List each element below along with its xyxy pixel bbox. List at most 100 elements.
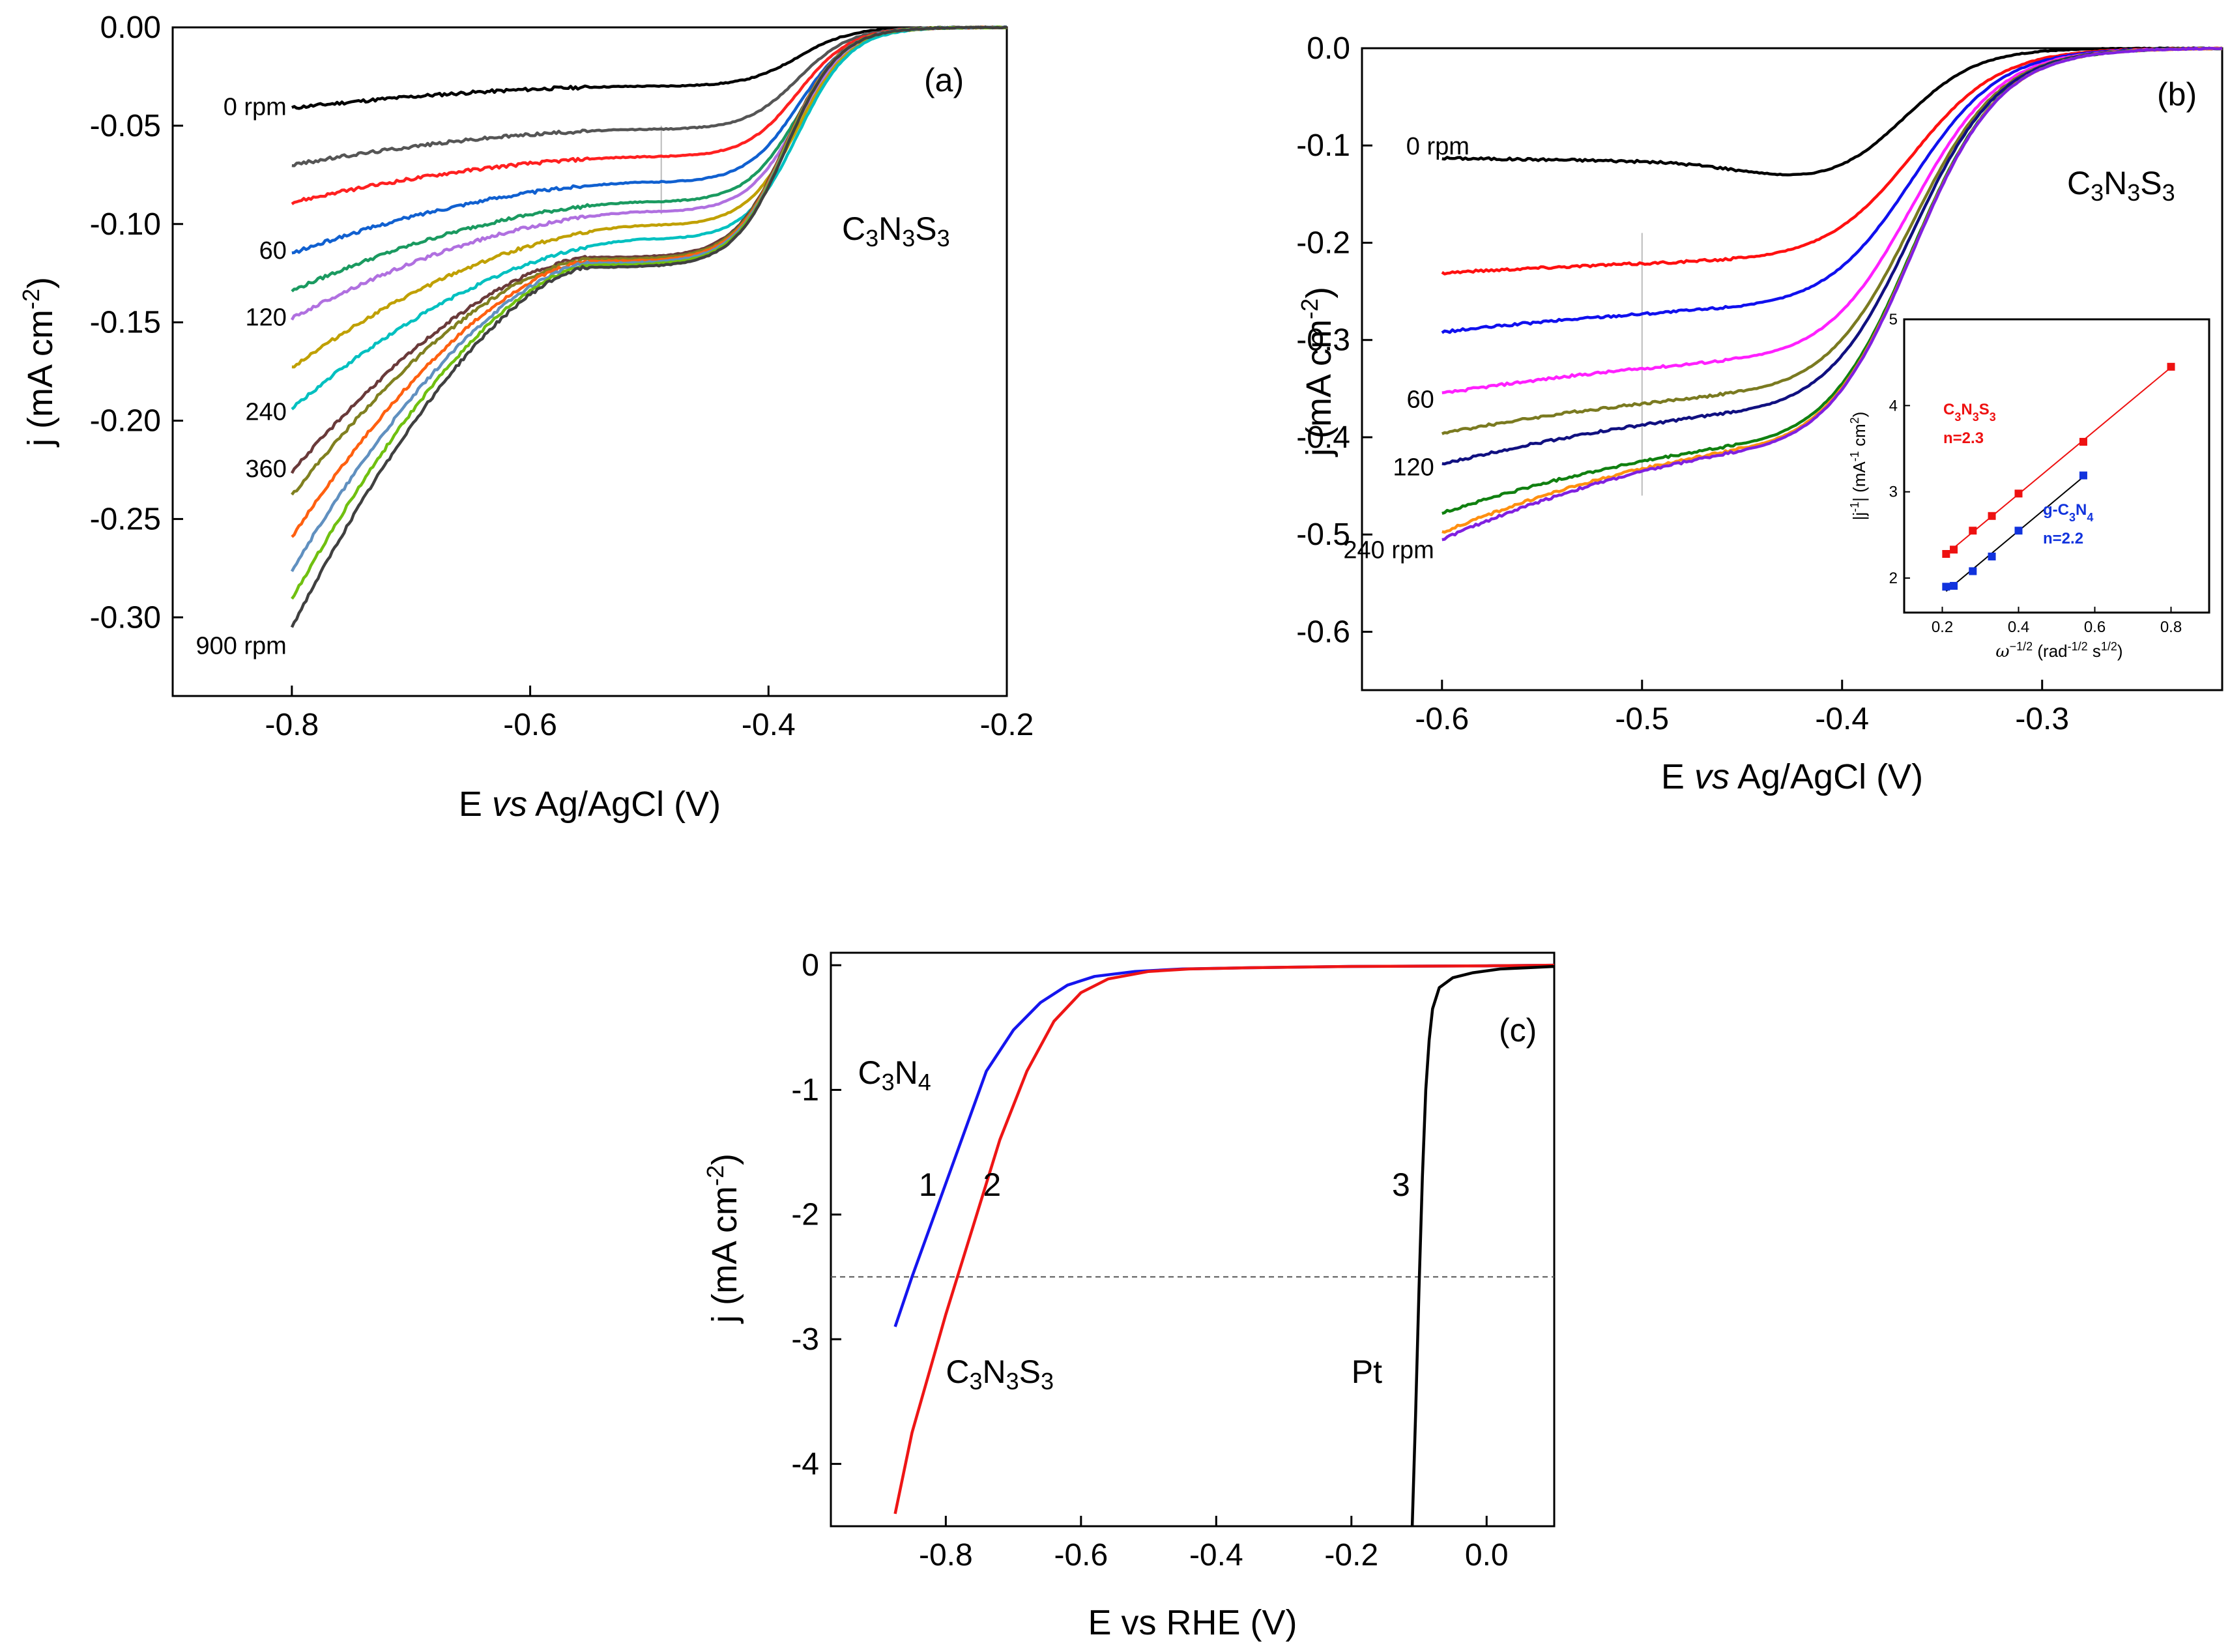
inset-point — [2014, 527, 2023, 535]
panel-c-series-line — [893, 963, 1555, 1327]
panel-b-rpm-label: 60 — [1407, 386, 1434, 413]
panel-a-xtick-label: -0.4 — [742, 708, 796, 742]
inset-xlabel: ω−1/2 (rad-1/2 s1/2) — [1995, 640, 2122, 661]
inset-frame — [1903, 318, 2210, 614]
inset-ylabel: |j-1| (mA-1 cm2) — [1848, 412, 1869, 521]
panel-a-ylabel: j (mA cm-2) — [18, 277, 60, 448]
inset-ytick-label: 5 — [1889, 311, 1898, 328]
panel-c-annotation: 1 — [919, 1167, 937, 1203]
panel-a-rpm-label: 60 — [259, 237, 287, 265]
inset-point — [1969, 567, 1977, 575]
panel-a-ytick-label: -0.30 — [90, 600, 161, 635]
inset-n-gc3n4: n=2.2 — [2043, 530, 2083, 547]
panel-a-series-line — [291, 25, 1007, 293]
panel-c-xtick-label: -0.2 — [1324, 1538, 1378, 1572]
panel-c-ytick-label: -3 — [791, 1322, 819, 1357]
panel-b-xtick-label: -0.6 — [1415, 702, 1469, 736]
panel-c-ytick-label: -2 — [791, 1198, 819, 1232]
panel-a-compound: C3N3S3 — [842, 210, 950, 252]
panel-a-rpm-label: 900 rpm — [195, 633, 286, 660]
inset-series-label-c3n3s3: C3N3S3 — [1943, 401, 1996, 424]
panel-c-ytick-label: -4 — [791, 1447, 819, 1481]
panel-c-series-line — [893, 963, 1555, 1514]
inset-point — [1942, 583, 1950, 591]
panel-c-annotation: 2 — [983, 1167, 1001, 1203]
inset-xtick-label: 0.4 — [2008, 618, 2029, 636]
panel-a-xtick-label: -0.6 — [503, 708, 557, 742]
panel-c-ylabel: j (mA cm-2) — [702, 1153, 744, 1324]
panel-a-rpm-label: 0 rpm — [224, 94, 287, 121]
panel-b-compound: C3N3S3 — [2067, 165, 2175, 206]
panel-b-rpm-label: 120 — [1393, 454, 1434, 482]
panel-b-ytick-label: -0.1 — [1296, 128, 1350, 163]
panel-a-series-line — [290, 25, 1007, 628]
panel-a-xlabel: E vs Ag/AgCl (V) — [459, 785, 721, 824]
panel-c: -0.8 -0.6 -0.4 -0.2 0.0 0 -1 -2 -3 -4 C3N4 1 2 3 C3N3… — [702, 948, 1556, 1642]
panel-a-ytick-label: -0.20 — [90, 404, 161, 439]
panel-c-xtick-label: -0.6 — [1054, 1538, 1108, 1572]
panel-a-series-line — [291, 25, 1007, 205]
inset-background — [1904, 319, 2209, 613]
panel-a-label: (a) — [924, 62, 964, 98]
panel-a-rpm-label: 240 — [245, 398, 286, 426]
panel-c-label: (c) — [1499, 1012, 1537, 1049]
inset-point — [1950, 545, 1958, 554]
panel-b-frame — [1361, 47, 2223, 691]
panel-c-xtick-label: 0.0 — [1465, 1538, 1509, 1572]
inset-point — [1950, 581, 1958, 590]
inset-point — [2014, 489, 2023, 498]
inset-n-c3n3s3: n=2.3 — [1943, 429, 1984, 447]
panel-b-ytick-label: -0.5 — [1296, 517, 1350, 552]
panel-a-ytick-label: -0.05 — [90, 109, 161, 143]
inset-xtick-label: 0.8 — [2160, 618, 2182, 636]
panel-b-inset: 0.2 0.4 0.6 0.8 2 3 4 5 ω−1/2 (rad-1/2 s1/2) |j… — [1848, 311, 2210, 661]
panel-a-ytick-label: 0.00 — [100, 10, 161, 45]
panel-b-series-line — [1441, 46, 2223, 542]
panel-b-xtick-label: -0.4 — [1815, 702, 1869, 736]
panel-b-ylabel: j (mA cm-2) — [1296, 287, 1339, 457]
panel-a-series-line — [291, 25, 1007, 538]
panel-a-series-line — [291, 25, 1007, 369]
inset-ytick-label: 2 — [1889, 570, 1898, 587]
panel-c-frame — [830, 951, 1556, 1528]
panel-c-annotation: C3N3S3 — [946, 1354, 1054, 1395]
panel-b-ytick-label: 0.0 — [1307, 31, 1350, 66]
panel-a: -0.8 -0.6 -0.4 -0.2 0.00 -0.05 -0.10 -0.15 -0.20… — [18, 10, 1034, 824]
panel-b-ytick-label: -0.3 — [1296, 323, 1350, 358]
panel-a-rpm-label: 360 — [245, 456, 286, 483]
inset-fit-line — [1945, 366, 2172, 555]
panel-c-annotation: 3 — [1392, 1167, 1410, 1203]
inset-ytick-label: 4 — [1889, 397, 1898, 414]
inset-point — [1942, 550, 1950, 558]
panel-a-frame — [171, 26, 1008, 697]
inset-xtick-label: 0.6 — [2084, 618, 2106, 636]
panel-a-series-line — [291, 25, 1007, 110]
panel-c-xtick-label: -0.8 — [919, 1538, 973, 1572]
panel-c-xtick-label: -0.4 — [1189, 1538, 1243, 1572]
panel-a-xtick-label: -0.8 — [265, 708, 319, 742]
inset-point — [2167, 362, 2175, 371]
panel-c-ytick-label: 0 — [802, 948, 819, 983]
panel-b-series-line — [1441, 46, 2223, 177]
panel-a-series-line — [290, 25, 1007, 474]
panel-b-ytick-label: -0.4 — [1296, 420, 1350, 455]
panel-a-series-line — [291, 25, 1007, 600]
panel-c-ytick-label: -1 — [791, 1073, 819, 1107]
panel-b-xlabel: E vs Ag/AgCl (V) — [1661, 757, 1923, 796]
panel-b: -0.6 -0.5 -0.4 -0.3 0.0 -0.1 -0.2 -0.3 -0.4 -0.5 -… — [1296, 31, 2223, 796]
inset-point — [2079, 437, 2087, 446]
panel-a-series-line — [291, 25, 1007, 411]
panel-a-ytick-label: -0.25 — [90, 502, 161, 536]
inset-point — [1988, 512, 1996, 520]
panel-a-rpm-label: 120 — [245, 304, 286, 332]
panel-c-annotation: C3N4 — [858, 1054, 931, 1095]
panel-a-series-line — [290, 25, 1007, 321]
inset-ytick-label: 3 — [1889, 484, 1898, 501]
panel-b-rpm-label: 240 rpm — [1343, 537, 1434, 564]
panel-b-label: (b) — [2157, 76, 2197, 113]
panel-a-xtick-label: -0.2 — [980, 708, 1034, 742]
panel-a-ytick-label: -0.15 — [90, 306, 161, 340]
panel-b-ytick-label: -0.2 — [1296, 225, 1350, 260]
inset-point — [1988, 552, 1996, 560]
